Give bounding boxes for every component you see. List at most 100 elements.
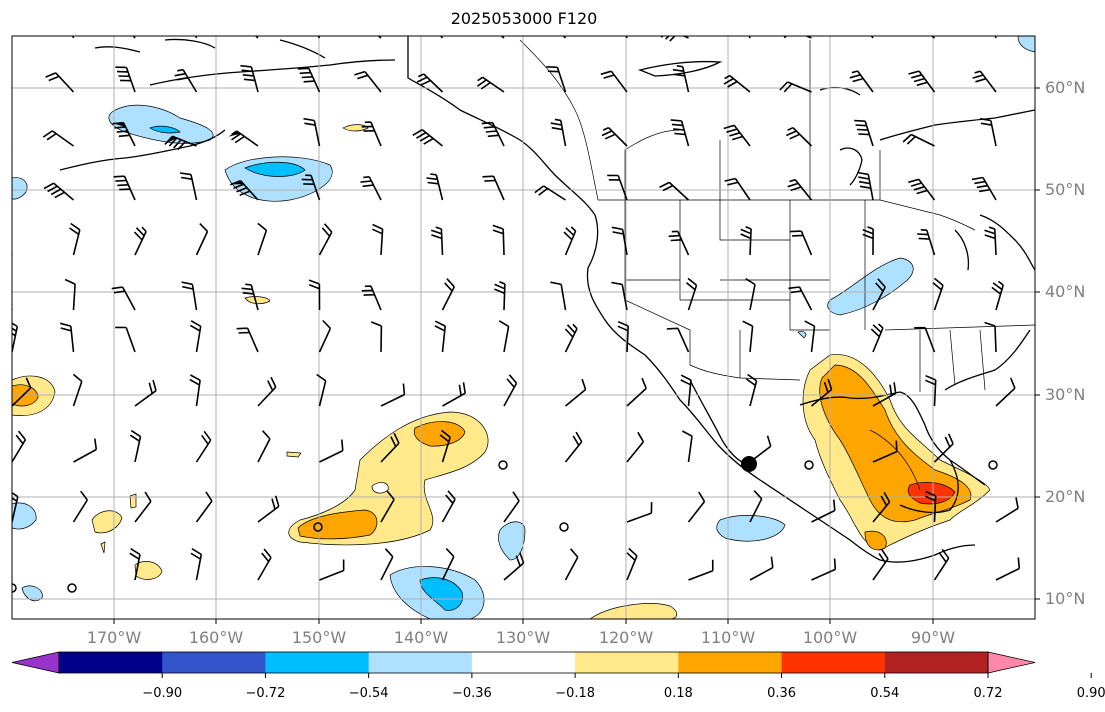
coastline-layer (59, 36, 1035, 563)
wind-barb (849, 70, 874, 93)
wind-barb (164, 135, 197, 151)
wind-barb (69, 222, 81, 256)
wind-barb (308, 279, 321, 311)
wind-barb (564, 431, 583, 463)
wind-barb (12, 322, 19, 353)
wind-barb (933, 548, 950, 581)
wind-barb (550, 281, 567, 311)
wind-barb (113, 175, 136, 201)
lat-tick-label: 40°N (1045, 282, 1085, 301)
wind-barb (361, 285, 382, 311)
calm-wind-circle (12, 583, 17, 593)
wind-barb (724, 177, 751, 201)
wind-barb (12, 430, 27, 463)
wind-barb (788, 286, 813, 311)
wind-barb (659, 181, 690, 201)
colorbar-over-arrow (987, 651, 1036, 674)
wind-barb (811, 558, 837, 581)
wind-barb (872, 440, 898, 463)
wind-barb (257, 548, 272, 581)
wind-barb (354, 70, 382, 93)
wind-barb (862, 226, 874, 256)
colorbar-cell (471, 652, 576, 673)
wind-barb (317, 36, 321, 39)
wind-barb (442, 382, 466, 407)
wind-barb (494, 280, 506, 311)
wind-barb (749, 490, 763, 523)
lon-tick-label: 90°W (911, 628, 955, 647)
wind-barb (908, 178, 936, 201)
wind-barb (316, 373, 327, 407)
wind-barb-flag (165, 136, 177, 144)
wind-barb (439, 429, 451, 463)
wind-barb (12, 198, 13, 200)
wind-barb-flag (228, 131, 241, 137)
wind-barb (564, 378, 587, 407)
wind-barb (254, 36, 259, 39)
colorbar-cell (781, 652, 886, 673)
wind-barb (257, 376, 277, 407)
latitude-labels: 10°N 20°N 30°N 40°N 50°N 60°N (1045, 78, 1085, 608)
lat-tick-label: 20°N (1045, 487, 1085, 506)
wind-barb (971, 176, 997, 201)
lon-tick-label: 170°W (87, 628, 142, 647)
colorbar-cell (162, 652, 266, 673)
colorbar-cell (575, 652, 679, 673)
colorbar-cell (265, 652, 370, 673)
wind-barb (933, 433, 954, 463)
wind-barb (626, 547, 638, 581)
colorbar-tick-label: 0.36 (767, 686, 796, 701)
wind-barb (625, 36, 628, 39)
wind-barb (745, 278, 756, 311)
wind-barb (546, 66, 567, 93)
map-panel (12, 36, 1035, 619)
wind-barb (59, 322, 75, 353)
wind-barb (111, 286, 136, 311)
colorbar-tick-label: 0.54 (870, 686, 899, 701)
wind-barb (672, 65, 690, 93)
calm-wind-circle (313, 522, 323, 532)
wind-barb (932, 277, 944, 311)
wind-barb (870, 323, 884, 353)
wind-barb (236, 327, 259, 353)
wind-barb (810, 378, 833, 407)
wind-barb (482, 175, 505, 201)
wind-barb (361, 121, 382, 147)
wind-barb (195, 491, 213, 523)
wind-barb (611, 226, 628, 256)
calm-wind-circle (804, 460, 814, 470)
wind-barb (441, 490, 456, 523)
lon-tick-label: 110°W (701, 628, 756, 647)
wind-barb (12, 90, 13, 92)
wind-barb (666, 327, 690, 353)
wind-barb (991, 280, 1004, 311)
wind-barb (785, 126, 813, 147)
wind-barb (132, 36, 136, 39)
wind-barb (503, 374, 518, 407)
wind-barb (723, 124, 751, 147)
wind-barb (854, 119, 874, 147)
wind-barb (685, 277, 698, 311)
wind-barb (564, 323, 578, 353)
wind-barb (804, 320, 816, 353)
wind-barb (857, 171, 874, 201)
wind-barb (668, 230, 690, 256)
wind-barb (371, 223, 384, 256)
wind-barb (498, 320, 510, 353)
wind-barb (972, 70, 997, 93)
wind-barb (434, 320, 446, 353)
lon-tick-label: 100°W (803, 628, 858, 647)
wind-barb (740, 225, 752, 256)
wind-barb (600, 70, 628, 93)
wind-barb (12, 36, 13, 38)
wind-barb (503, 491, 520, 523)
wind-barb (908, 70, 936, 93)
calm-wind-circle (498, 460, 508, 470)
wind-barb (749, 556, 774, 581)
wind-barb (872, 492, 891, 523)
wind-barb (195, 36, 198, 39)
wind-barb (564, 548, 579, 581)
wind-barb (563, 226, 577, 256)
wind-barb (129, 429, 142, 463)
wind-barb (626, 377, 647, 407)
